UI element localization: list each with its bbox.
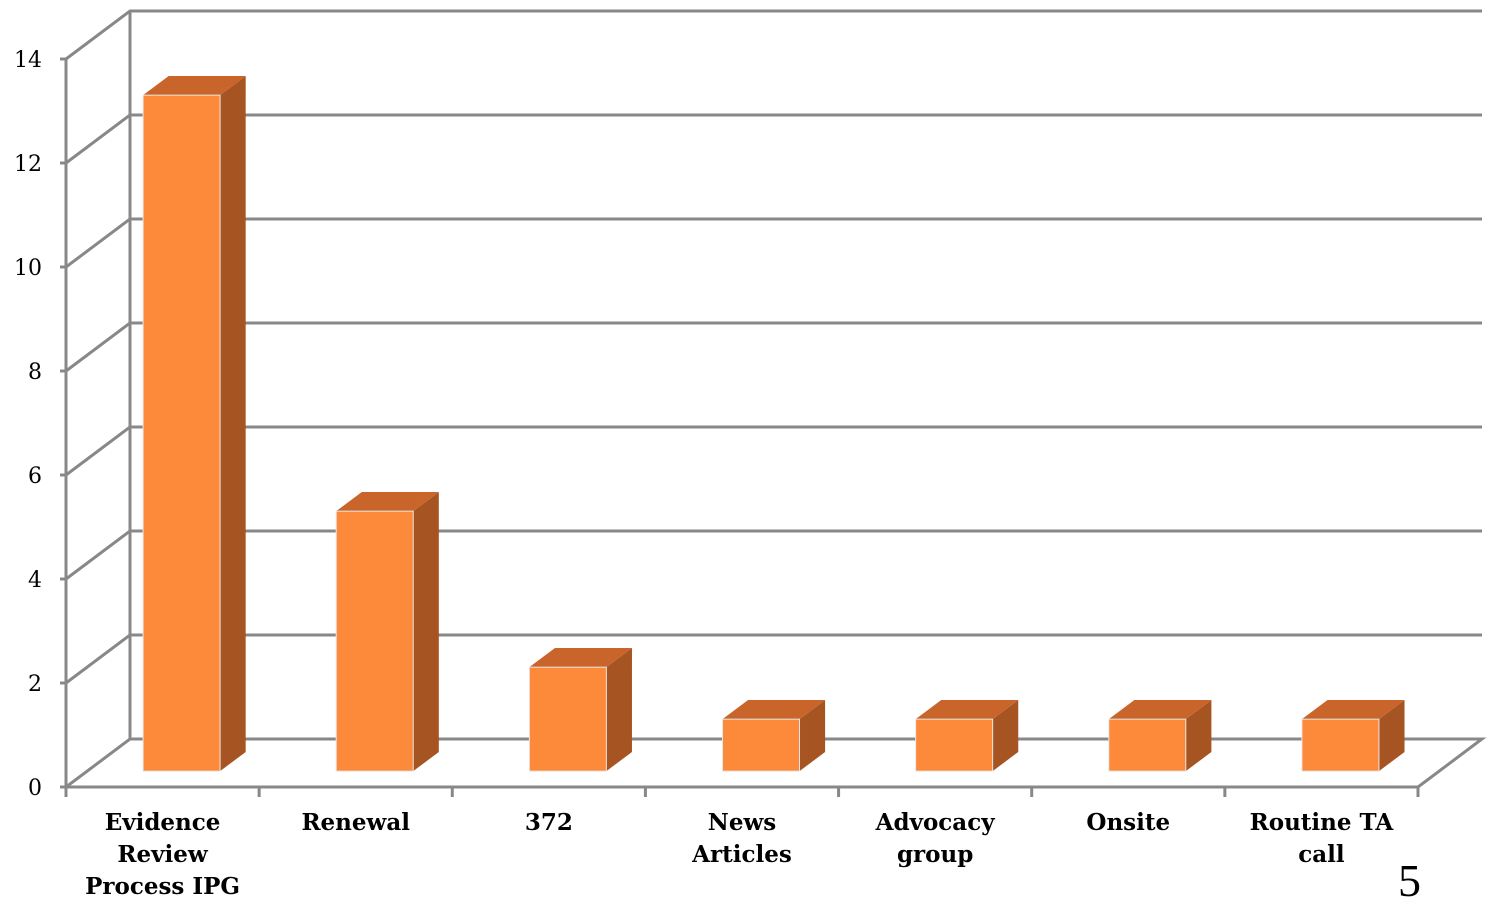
bar-top xyxy=(722,699,826,720)
category-label: News Articles xyxy=(691,809,792,868)
category-label: Onsite xyxy=(1086,809,1170,836)
bar-side xyxy=(799,699,826,772)
bar-side xyxy=(220,75,246,772)
y-tick-label: 14 xyxy=(14,48,42,73)
bar xyxy=(142,75,246,772)
bar-front xyxy=(915,718,994,772)
bar xyxy=(722,699,826,772)
bar xyxy=(335,491,439,772)
axes xyxy=(60,11,1420,797)
bar-side xyxy=(606,647,632,772)
bar-front xyxy=(142,94,221,772)
gridline xyxy=(65,321,1482,373)
y-tick-label: 2 xyxy=(28,672,42,697)
bar-side xyxy=(1378,699,1405,772)
bar-side xyxy=(992,699,1019,772)
category-label: Advocacy group xyxy=(875,809,996,868)
y-tick-label: 4 xyxy=(28,568,42,593)
y-tick-label: 0 xyxy=(28,776,42,801)
gridline xyxy=(65,217,1482,269)
y-tick-label: 6 xyxy=(28,464,42,489)
gridline xyxy=(65,425,1482,477)
category-label: Routine TA call xyxy=(1250,809,1395,868)
gridline xyxy=(65,633,1482,685)
gridline xyxy=(65,113,1482,165)
bar xyxy=(915,699,1019,772)
y-tick-label: 10 xyxy=(14,256,42,281)
bar-front xyxy=(335,510,414,772)
bar xyxy=(1108,699,1212,772)
category-label: Evidence Review Process IPG xyxy=(85,809,240,900)
bar xyxy=(1301,699,1405,772)
bars xyxy=(142,75,1405,772)
bar-side xyxy=(413,491,439,772)
gridline xyxy=(65,529,1482,581)
category-label: Renewal xyxy=(301,809,410,836)
bar-front xyxy=(1108,718,1187,772)
category-labels: Evidence Review Process IPG Renewal 372 News A… xyxy=(85,809,1394,900)
bar-top xyxy=(143,75,246,96)
page-number: 5 xyxy=(1398,855,1421,906)
y-tick-label: 8 xyxy=(28,360,42,385)
gridline xyxy=(65,9,1482,61)
gridlines xyxy=(65,9,1487,789)
bar-front xyxy=(1301,718,1380,772)
bar-top xyxy=(915,699,1019,720)
bar-top xyxy=(529,647,632,668)
bar-front xyxy=(528,666,607,772)
bar-top xyxy=(1301,699,1405,720)
bar xyxy=(528,647,632,772)
bar-top xyxy=(336,491,439,512)
y-tick-label: 12 xyxy=(14,152,42,177)
bar-side xyxy=(1185,699,1212,772)
y-tick-labels: 0 2 4 6 8 10 12 14 xyxy=(14,48,42,801)
bar-front xyxy=(722,718,801,772)
bar-top xyxy=(1108,699,1212,720)
category-label: 372 xyxy=(525,809,573,836)
